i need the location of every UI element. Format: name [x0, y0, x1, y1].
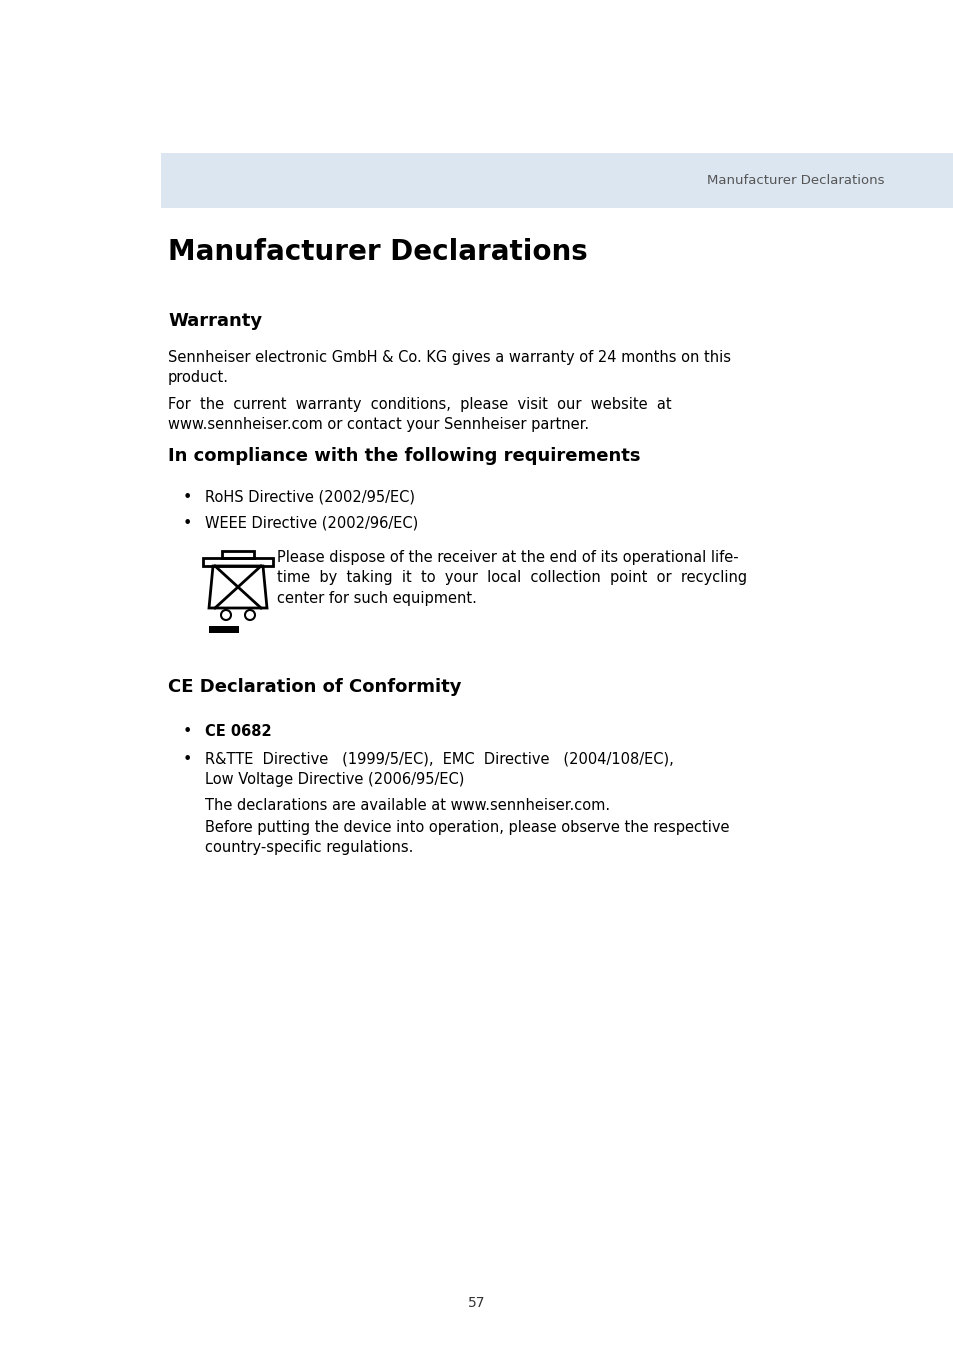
Text: CE 0682: CE 0682	[205, 724, 272, 739]
Text: Warranty: Warranty	[168, 312, 262, 330]
Text: For  the  current  warranty  conditions,  please  visit  our  website  at
www.se: For the current warranty conditions, ple…	[168, 397, 671, 432]
Text: The declarations are available at www.sennheiser.com.: The declarations are available at www.se…	[205, 798, 610, 813]
Text: WEEE Directive (2002/96/EC): WEEE Directive (2002/96/EC)	[205, 516, 417, 531]
Bar	[209, 626, 239, 634]
Text: Sennheiser electronic GmbH & Co. KG gives a warranty of 24 months on this
produc: Sennheiser electronic GmbH & Co. KG give…	[168, 350, 730, 385]
Text: •: •	[183, 490, 193, 505]
Text: •: •	[183, 724, 193, 739]
Text: •: •	[183, 753, 193, 767]
FancyBboxPatch shape	[161, 153, 953, 208]
Text: Please dispose of the receiver at the end of its operational life-
time  by  tak: Please dispose of the receiver at the en…	[276, 550, 746, 605]
Text: CE Declaration of Conformity: CE Declaration of Conformity	[168, 678, 461, 696]
Text: Manufacturer Declarations: Manufacturer Declarations	[707, 174, 884, 186]
Text: In compliance with the following requirements: In compliance with the following require…	[168, 447, 639, 465]
Text: •: •	[183, 516, 193, 531]
Text: RoHS Directive (2002/95/EC): RoHS Directive (2002/95/EC)	[205, 490, 415, 505]
Text: R&TTE  Directive   (1999/5/EC),  EMC  Directive   (2004/108/EC),
Low Voltage Dir: R&TTE Directive (1999/5/EC), EMC Directi…	[205, 753, 673, 788]
Text: 57: 57	[468, 1296, 485, 1310]
Text: Before putting the device into operation, please observe the respective
country-: Before putting the device into operation…	[205, 820, 729, 855]
Text: Manufacturer Declarations: Manufacturer Declarations	[168, 238, 587, 266]
